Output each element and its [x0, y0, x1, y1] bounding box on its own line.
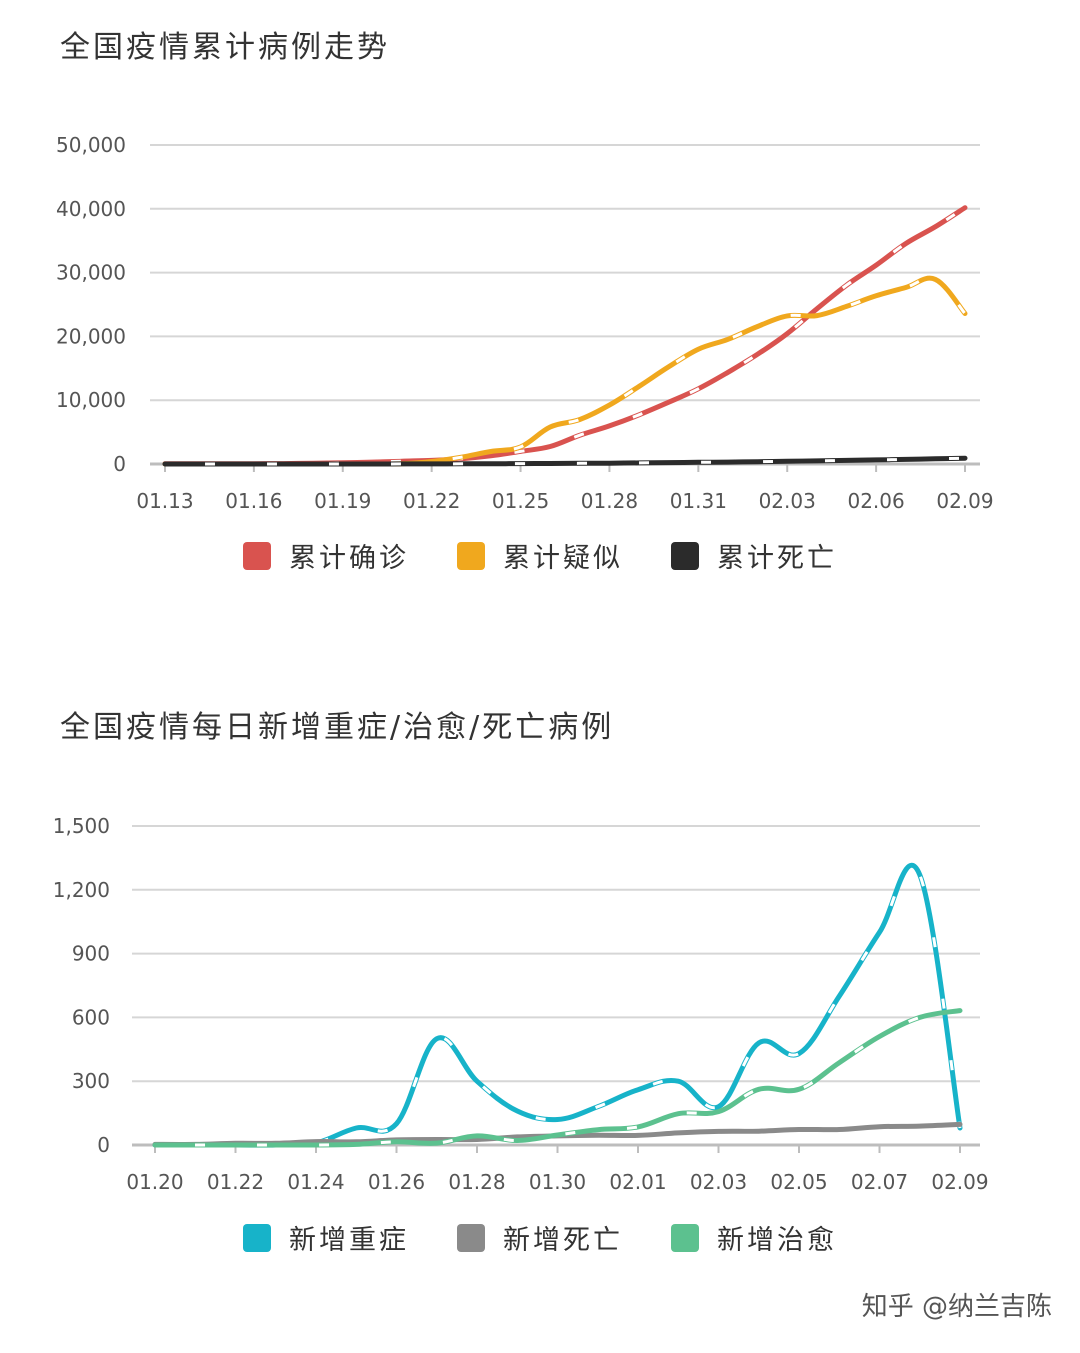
series-dash-overlay [154, 863, 962, 1147]
y-tick-label: 1,200 [53, 878, 110, 902]
x-tick-label: 01.24 [287, 1170, 344, 1194]
y-tick-label: 300 [72, 1069, 110, 1093]
x-tick-label: 02.03 [759, 489, 816, 513]
legend-swatch [671, 1223, 699, 1252]
x-tick-label: 01.20 [126, 1170, 183, 1194]
series-line [162, 275, 968, 467]
legend-swatch [671, 541, 699, 570]
y-tick-label: 0 [113, 452, 126, 476]
y-tick-label: 50,000 [56, 133, 126, 157]
x-tick-label: 01.26 [368, 1170, 425, 1194]
series-line [152, 1008, 963, 1148]
x-tick-label: 02.06 [847, 489, 904, 513]
legend-label: 累计疑似 [503, 543, 623, 574]
x-tick-label: 01.30 [529, 1170, 586, 1194]
line-chart-cumulative: 0 10,000 20,000 30,000 40,000 50,000 01.13 01.1… [56, 133, 994, 513]
x-tick-label: 02.07 [851, 1170, 908, 1194]
x-tick-label: 01.25 [492, 489, 549, 513]
y-tick-label: 600 [72, 1005, 110, 1029]
y-tick-label: 20,000 [56, 324, 126, 348]
chart-title: 全国疫情累计病例走势 [60, 30, 390, 65]
legend-swatch [243, 541, 271, 570]
series-dash-overlay [165, 456, 966, 466]
chart-title: 全国疫情每日新增重症/治愈/死亡病例 [60, 710, 615, 745]
legend-item: 累计疑似 [457, 536, 623, 575]
x-tick-label: 02.01 [609, 1170, 666, 1194]
x-tick-label: 02.03 [690, 1170, 747, 1194]
x-tick-label: 01.13 [136, 489, 193, 513]
x-tick-label: 02.05 [770, 1170, 827, 1194]
y-tick-label: 1,500 [53, 814, 110, 838]
legend: 累计确诊 累计疑似 累计死亡 [0, 536, 1080, 575]
y-tick-label: 900 [72, 942, 110, 966]
x-tick-label: 02.09 [931, 1170, 988, 1194]
legend: 新增重症 新增死亡 新增治愈 [0, 1218, 1080, 1257]
x-tick-label: 01.22 [207, 1170, 264, 1194]
x-tick-label: 02.09 [936, 489, 993, 513]
legend-swatch [457, 541, 485, 570]
x-tick-label: 01.28 [581, 489, 638, 513]
legend-item: 新增死亡 [457, 1218, 623, 1257]
series-line [152, 862, 963, 1148]
legend-item: 新增治愈 [671, 1218, 837, 1257]
y-tick-label: 10,000 [56, 388, 126, 412]
x-tick-label: 01.19 [314, 489, 371, 513]
legend-label: 新增治愈 [717, 1225, 837, 1256]
x-tick-label: 01.16 [225, 489, 282, 513]
x-tick-label: 01.31 [670, 489, 727, 513]
y-tick-label: 30,000 [56, 261, 126, 285]
series-dash-overlay [154, 1009, 961, 1147]
legend-item: 累计死亡 [671, 536, 837, 575]
x-tick-label: 01.22 [403, 489, 460, 513]
legend-label: 累计确诊 [289, 543, 409, 574]
legend-item: 累计确诊 [243, 536, 409, 575]
legend-swatch [243, 1223, 271, 1252]
line-chart-daily: 0 300 600 900 1,200 1,500 01.20 01.22 01.24 01.26… [53, 814, 989, 1194]
watermark: 知乎 @纳兰吉陈 [861, 1292, 1052, 1322]
legend-swatch [457, 1223, 485, 1252]
y-tick-label: 40,000 [56, 197, 126, 221]
legend-label: 累计死亡 [717, 543, 837, 574]
legend-label: 新增重症 [289, 1225, 409, 1256]
y-tick-label: 0 [97, 1133, 110, 1157]
legend-item: 新增重症 [243, 1218, 409, 1257]
legend-label: 新增死亡 [503, 1225, 623, 1256]
x-tick-label: 01.28 [448, 1170, 505, 1194]
